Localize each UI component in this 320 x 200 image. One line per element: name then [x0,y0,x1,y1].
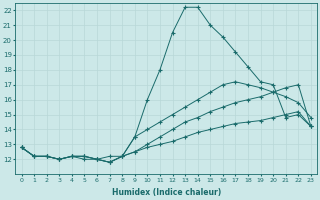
X-axis label: Humidex (Indice chaleur): Humidex (Indice chaleur) [112,188,221,197]
